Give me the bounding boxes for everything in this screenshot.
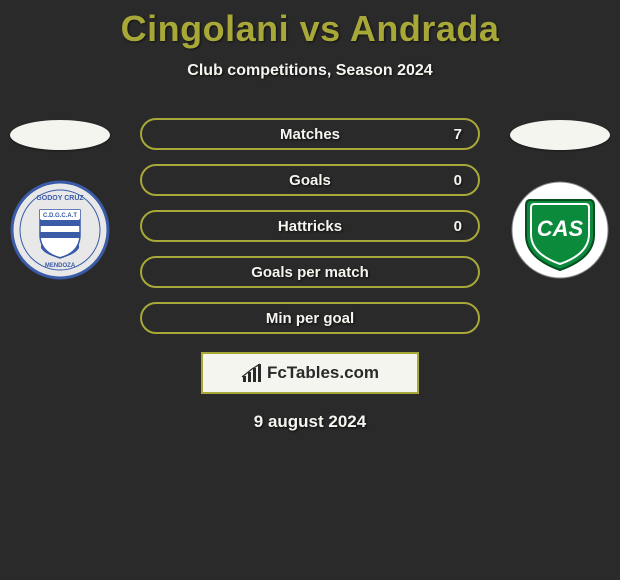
comparison-content: GODOY CRUZ MENDOZA C.D.G.C.A.T CAS xyxy=(0,118,620,432)
page-title: Cingolani vs Andrada xyxy=(0,0,620,50)
player-right-avatar-placeholder xyxy=(510,120,610,150)
stat-value: 7 xyxy=(454,126,462,143)
subtitle: Club competitions, Season 2024 xyxy=(0,62,620,80)
sarmiento-badge: CAS xyxy=(510,180,610,280)
svg-text:GODOY CRUZ: GODOY CRUZ xyxy=(36,195,84,202)
godoy-cruz-badge: GODOY CRUZ MENDOZA C.D.G.C.A.T xyxy=(10,180,110,280)
stat-label: Goals per match xyxy=(251,264,369,281)
stat-bar-min-per-goal: Min per goal xyxy=(140,302,480,334)
site-logo-box: FcTables.com xyxy=(201,352,419,394)
stat-label: Matches xyxy=(280,126,340,143)
svg-text:CAS: CAS xyxy=(537,216,584,241)
site-logo-text: FcTables.com xyxy=(267,363,379,383)
stat-value: 0 xyxy=(454,218,462,235)
stat-label: Min per goal xyxy=(266,310,354,327)
stat-bar-goals-per-match: Goals per match xyxy=(140,256,480,288)
svg-text:C.D.G.C.A.T: C.D.G.C.A.T xyxy=(43,213,77,219)
stat-bar-matches: Matches 7 xyxy=(140,118,480,150)
player-right-column: CAS xyxy=(500,118,620,280)
stats-bars: Matches 7 Goals 0 Hattricks 0 Goals per … xyxy=(140,118,480,334)
bar-chart-icon xyxy=(241,362,263,384)
godoy-cruz-badge-icon: GODOY CRUZ MENDOZA C.D.G.C.A.T xyxy=(10,180,110,280)
svg-text:MENDOZA: MENDOZA xyxy=(45,263,76,269)
player-left-avatar-placeholder xyxy=(10,120,110,150)
player-left-column: GODOY CRUZ MENDOZA C.D.G.C.A.T xyxy=(0,118,120,280)
stat-bar-goals: Goals 0 xyxy=(140,164,480,196)
stat-bar-hattricks: Hattricks 0 xyxy=(140,210,480,242)
date-text: 9 august 2024 xyxy=(0,412,620,432)
stat-label: Hattricks xyxy=(278,218,342,235)
stat-label: Goals xyxy=(289,172,331,189)
sarmiento-badge-icon: CAS xyxy=(510,180,610,280)
stat-value: 0 xyxy=(454,172,462,189)
